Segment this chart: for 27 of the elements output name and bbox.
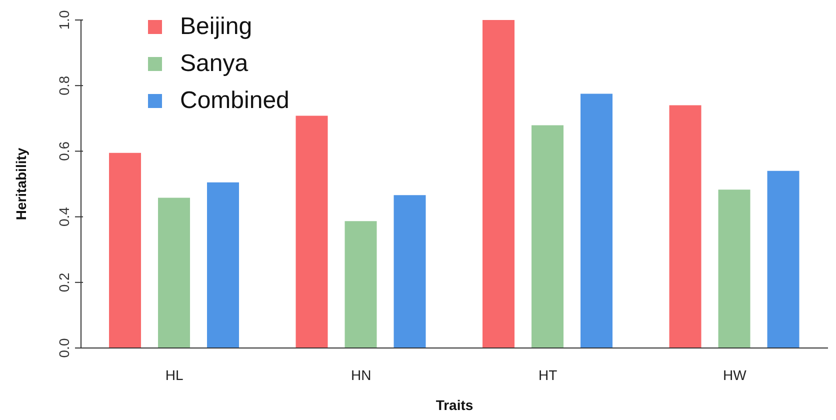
x-tick-label: HN — [351, 366, 372, 383]
x-axis-title: Traits — [436, 397, 474, 413]
y-tick-label: 0.6 — [56, 141, 72, 161]
y-axis-title: Heritability — [12, 148, 29, 220]
bar — [669, 105, 702, 348]
bar — [296, 116, 328, 348]
x-tick-label: HW — [722, 366, 748, 383]
bar — [207, 182, 240, 348]
y-tick-label: 0.2 — [56, 272, 72, 292]
y-tick-label: 0.4 — [56, 206, 72, 227]
y-tick-label: 0.8 — [56, 76, 72, 96]
legend-label: Combined — [180, 86, 290, 116]
x-tick-label: HT — [538, 366, 558, 383]
bar — [482, 20, 515, 348]
bar — [344, 221, 377, 348]
legend-label: Sanya — [180, 49, 248, 79]
bar — [580, 94, 613, 348]
bar — [109, 152, 142, 348]
x-tick-label: HL — [165, 366, 184, 383]
bar — [532, 125, 564, 348]
y-tick-label: 0.0 — [56, 338, 72, 358]
bar — [158, 198, 190, 348]
bar — [718, 190, 750, 348]
y-tick-label: 1.0 — [56, 10, 72, 30]
bar — [767, 170, 800, 348]
bar — [394, 195, 426, 348]
legend-label: Beijing — [180, 12, 252, 42]
